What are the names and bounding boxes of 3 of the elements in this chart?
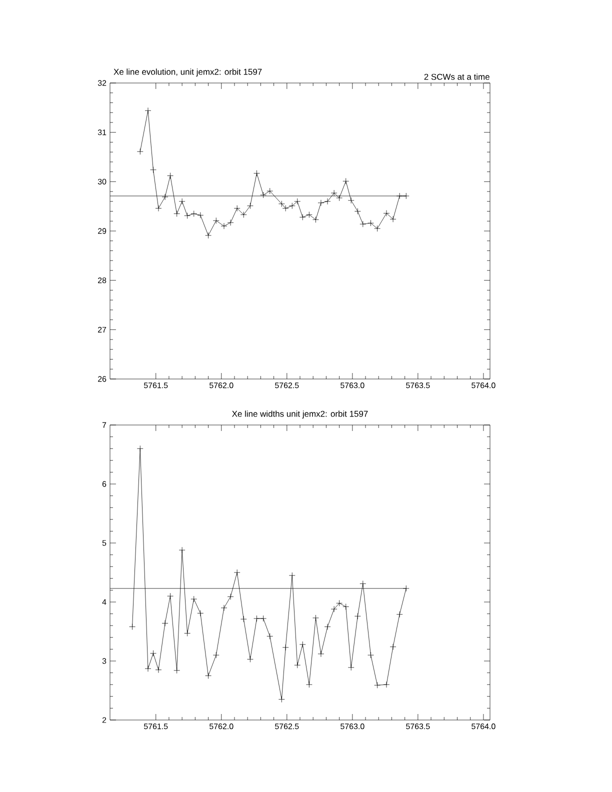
chart-title: Xe line evolution, unit jemx2: orbit 1597 (114, 68, 262, 76)
chart-title: Xe line widths unit jemx2: orbit 1597 (232, 410, 368, 418)
chart-subtitle: 2 SCWs at a time (424, 74, 490, 80)
